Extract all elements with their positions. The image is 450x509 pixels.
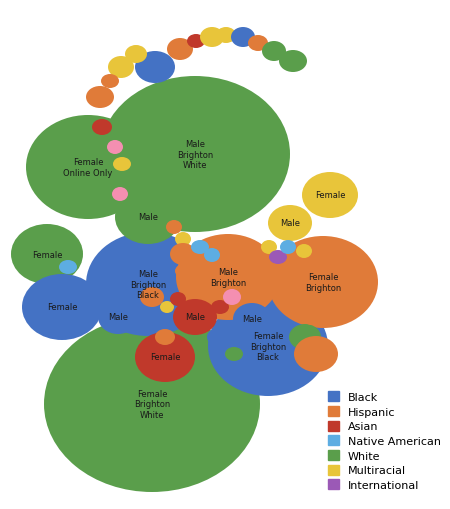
Ellipse shape [86, 233, 210, 336]
Ellipse shape [112, 188, 128, 202]
Text: Male: Male [185, 313, 205, 322]
Ellipse shape [175, 265, 193, 278]
Text: Female
Online Only: Female Online Only [63, 158, 112, 177]
Ellipse shape [173, 299, 217, 335]
Ellipse shape [170, 243, 196, 266]
Ellipse shape [279, 51, 307, 73]
Ellipse shape [302, 173, 358, 218]
Ellipse shape [167, 39, 193, 61]
Ellipse shape [176, 235, 280, 320]
Text: Female
Brighton
White: Female Brighton White [134, 389, 170, 419]
Ellipse shape [166, 220, 182, 235]
Text: Male: Male [242, 315, 262, 324]
Ellipse shape [289, 324, 321, 350]
Text: Male
Brighton: Male Brighton [210, 268, 246, 287]
Ellipse shape [268, 206, 312, 242]
Ellipse shape [44, 317, 260, 492]
Ellipse shape [225, 347, 243, 361]
Ellipse shape [287, 299, 307, 316]
Ellipse shape [92, 120, 112, 136]
Ellipse shape [207, 328, 229, 346]
Ellipse shape [135, 332, 195, 382]
Ellipse shape [175, 233, 191, 246]
Ellipse shape [135, 52, 175, 84]
Ellipse shape [208, 296, 328, 396]
Ellipse shape [211, 300, 229, 315]
Ellipse shape [187, 35, 205, 49]
Ellipse shape [191, 241, 209, 254]
Ellipse shape [204, 248, 220, 263]
Ellipse shape [280, 241, 296, 254]
Ellipse shape [115, 191, 181, 244]
Ellipse shape [160, 301, 174, 314]
Text: Female: Female [47, 303, 77, 312]
Ellipse shape [125, 46, 147, 64]
Ellipse shape [268, 237, 378, 328]
Ellipse shape [22, 274, 102, 341]
Ellipse shape [223, 290, 241, 305]
Ellipse shape [98, 300, 138, 334]
Ellipse shape [216, 28, 236, 44]
Text: Male: Male [280, 219, 300, 228]
Ellipse shape [108, 57, 134, 79]
Ellipse shape [11, 224, 83, 285]
Ellipse shape [26, 116, 150, 219]
Ellipse shape [261, 241, 277, 254]
Text: Male: Male [138, 213, 158, 222]
Text: Female
Brighton
Black: Female Brighton Black [250, 331, 286, 361]
Text: Male
Brighton
Black: Male Brighton Black [130, 270, 166, 299]
Ellipse shape [140, 288, 164, 307]
Text: Male
Brighton
White: Male Brighton White [177, 140, 213, 169]
Ellipse shape [86, 87, 114, 109]
Text: Male: Male [108, 313, 128, 322]
Ellipse shape [200, 28, 224, 48]
Ellipse shape [101, 75, 119, 89]
Ellipse shape [231, 28, 255, 48]
Ellipse shape [100, 77, 290, 233]
Ellipse shape [113, 158, 131, 172]
Ellipse shape [248, 36, 268, 52]
Ellipse shape [107, 140, 123, 155]
Ellipse shape [269, 250, 287, 265]
Text: Female: Female [150, 353, 180, 362]
Legend: Black, Hispanic, Asian, Native American, White, Multiracial, International: Black, Hispanic, Asian, Native American,… [325, 388, 445, 493]
Text: Female: Female [315, 191, 345, 200]
Ellipse shape [296, 244, 312, 259]
Ellipse shape [233, 303, 271, 335]
Ellipse shape [302, 309, 322, 325]
Ellipse shape [170, 293, 186, 306]
Text: Female: Female [32, 250, 62, 259]
Ellipse shape [59, 261, 77, 274]
Ellipse shape [294, 336, 338, 372]
Text: Female
Brighton: Female Brighton [305, 273, 341, 292]
Ellipse shape [155, 329, 175, 345]
Ellipse shape [262, 42, 286, 62]
